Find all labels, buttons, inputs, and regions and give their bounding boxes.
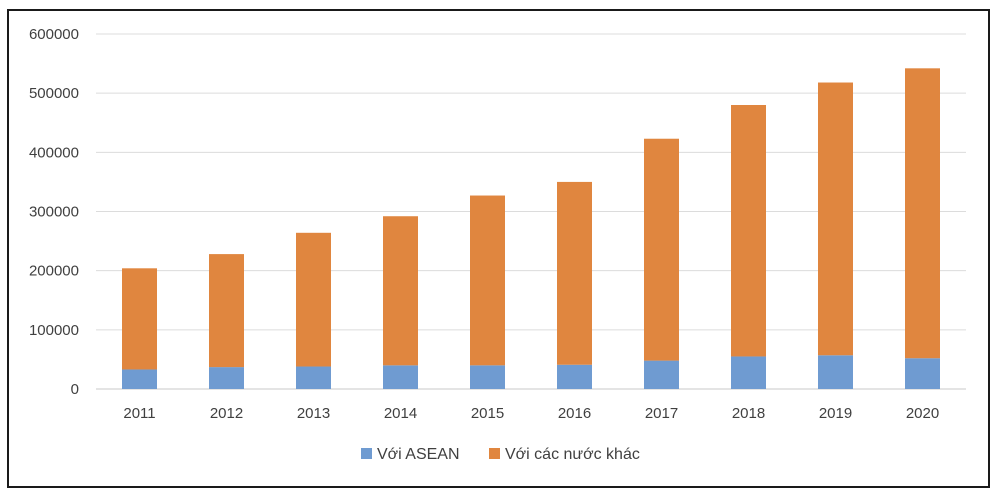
bar-segment-other <box>818 82 853 356</box>
bar-segment-other <box>470 195 505 366</box>
bar-segment-asean <box>470 365 505 389</box>
x-tick-label: 2012 <box>210 405 243 422</box>
y-tick-label: 300000 <box>29 204 79 221</box>
bar-segment-other <box>905 68 940 359</box>
y-tick-label: 0 <box>71 381 79 398</box>
y-tick-label: 600000 <box>29 26 79 43</box>
bar-segment-asean <box>557 364 592 389</box>
x-tick-label: 2013 <box>297 405 330 422</box>
legend: Với ASEAN Với các nước khác <box>361 446 640 463</box>
y-axis: 0 100000 200000 300000 400000 500000 600000 <box>29 26 79 398</box>
bar-segment-asean <box>905 358 940 389</box>
x-tick-label: 2019 <box>819 405 852 422</box>
bar-segment-other <box>383 216 418 366</box>
x-tick-label: 2018 <box>732 405 765 422</box>
bar-segment-other <box>122 268 157 370</box>
bar-segment-asean <box>122 369 157 389</box>
y-tick-label: 400000 <box>29 144 79 161</box>
x-tick-label: 2017 <box>645 405 678 422</box>
bar-segment-other <box>731 105 766 357</box>
legend-swatch <box>361 448 372 459</box>
x-axis: 2011 2012 2013 2014 2015 2016 2017 2018 2019 2020 <box>123 405 939 422</box>
legend-label: Với các nước khác <box>505 446 640 463</box>
y-tick-label: 200000 <box>29 263 79 280</box>
y-tick-label: 500000 <box>29 85 79 102</box>
x-tick-label: 2015 <box>471 405 504 422</box>
bar-segment-other <box>557 181 592 365</box>
bar-segment-asean <box>731 356 766 389</box>
bar-segment-asean <box>209 367 244 389</box>
y-tick-label: 100000 <box>29 322 79 339</box>
bar-segment-asean <box>296 366 331 389</box>
x-tick-label: 2020 <box>906 405 939 422</box>
legend-label: Với ASEAN <box>377 446 460 463</box>
bar-segment-asean <box>644 360 679 389</box>
bar-segment-other <box>209 254 244 368</box>
legend-swatch <box>489 448 500 459</box>
bars <box>122 68 940 389</box>
x-tick-label: 2016 <box>558 405 591 422</box>
bar-segment-other <box>296 232 331 367</box>
bar-segment-asean <box>383 365 418 389</box>
bar-segment-other <box>644 138 679 361</box>
x-tick-label: 2014 <box>384 405 417 422</box>
x-tick-label: 2011 <box>123 405 155 422</box>
bar-segment-asean <box>818 355 853 389</box>
